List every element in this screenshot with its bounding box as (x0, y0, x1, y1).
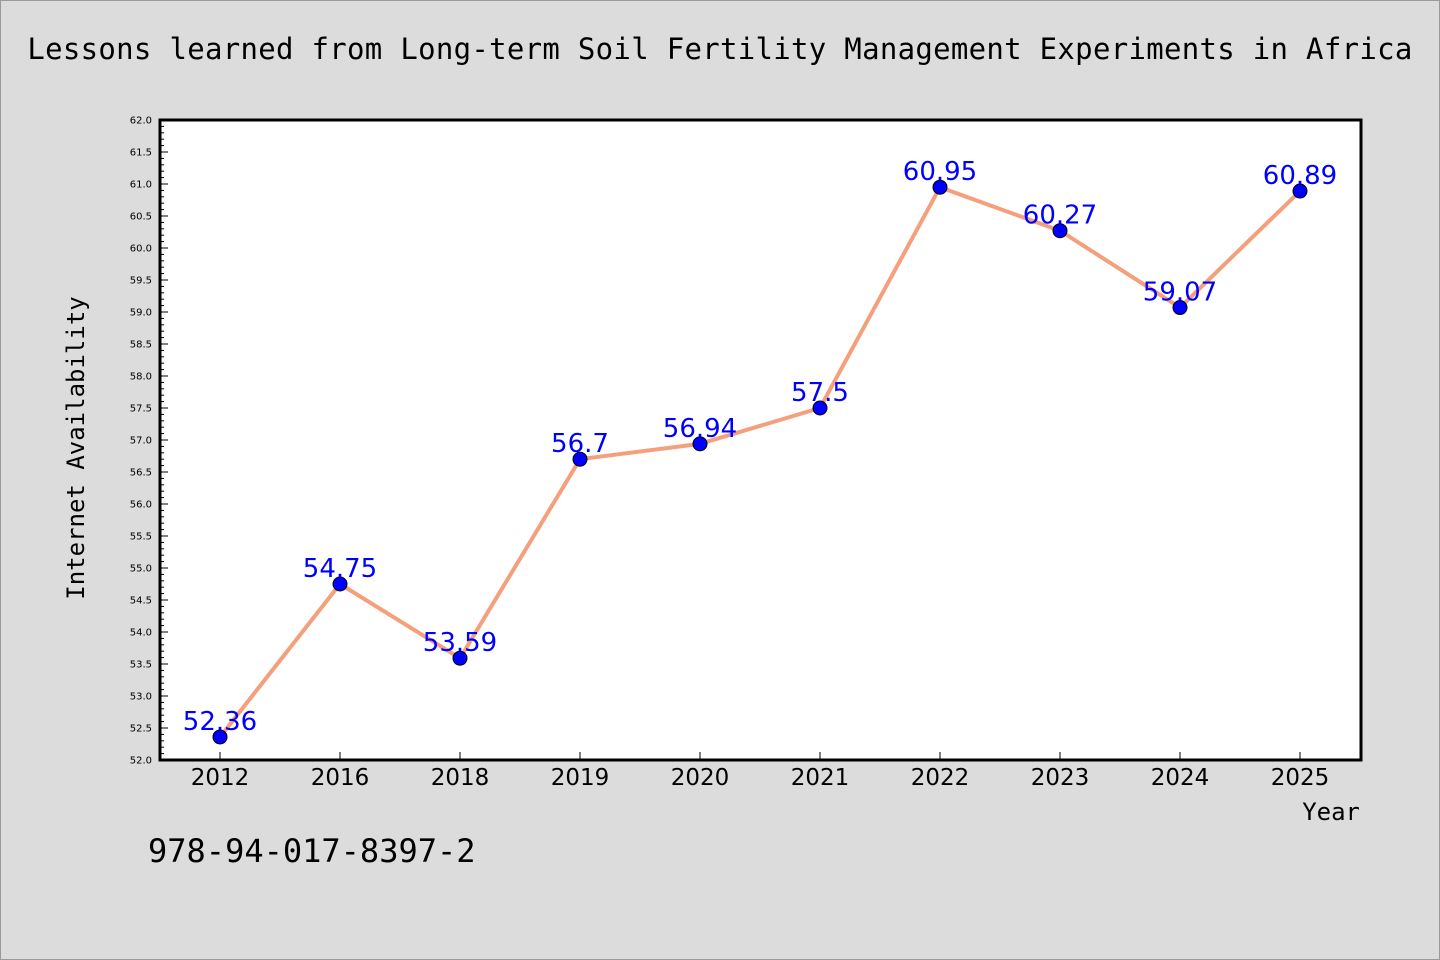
y-tick-label: 54.5 (130, 596, 152, 607)
x-tick-label: 2016 (311, 765, 370, 791)
y-tick-label: 58.0 (130, 372, 152, 383)
y-tick-label: 52.0 (130, 756, 152, 767)
y-tick-label: 62.0 (130, 116, 152, 127)
data-label: 60.95 (903, 157, 977, 187)
data-label: 60.89 (1263, 161, 1337, 191)
x-tick-label: 2012 (191, 765, 250, 791)
plot-area (160, 120, 1361, 760)
y-tick-label: 56.0 (130, 500, 152, 511)
y-tick-label: 59.5 (130, 276, 152, 287)
y-tick-label: 60.5 (130, 212, 152, 223)
data-label: 57.5 (791, 378, 849, 408)
x-tick-label: 2025 (1271, 765, 1330, 791)
x-tick-label: 2021 (791, 765, 850, 791)
series-line (218, 185, 1302, 739)
data-point (1172, 300, 1188, 316)
data-point (1292, 183, 1308, 199)
data-point (212, 729, 228, 745)
x-tick-label: 2023 (1031, 765, 1090, 791)
data-label: 53.59 (423, 628, 497, 658)
y-tick-label: 61.5 (130, 148, 152, 159)
y-tick-label: 55.0 (130, 564, 152, 575)
x-tick-label: 2024 (1151, 765, 1210, 791)
y-tick-label: 58.5 (130, 340, 152, 351)
y-tick-label: 56.5 (130, 468, 152, 479)
data-label: 54.75 (303, 554, 377, 584)
y-tick-label: 54.0 (130, 628, 152, 639)
y-tick-label: 57.5 (130, 404, 152, 415)
x-tick-label: 2022 (911, 765, 970, 791)
x-axis-title: Year (1302, 798, 1360, 826)
y-tick-label: 59.0 (130, 308, 152, 319)
y-tick-label: 61.0 (130, 180, 152, 191)
data-point (932, 179, 948, 195)
y-axis-title: Internet Availability (62, 296, 90, 599)
data-point (812, 400, 828, 416)
y-tick-label: 57.0 (130, 436, 152, 447)
data-label: 52.36 (183, 707, 257, 737)
data-point (692, 436, 708, 452)
data-point (572, 451, 588, 467)
data-label: 56.7 (551, 429, 609, 459)
y-tick-label: 52.5 (130, 724, 152, 735)
series-layer: 52.36 54.75 53.59 56.7 56.94 57.5 60.95 60.27 59… (183, 157, 1337, 745)
y-tick-label: 53.0 (130, 692, 152, 703)
data-label: 60.27 (1023, 201, 1097, 231)
data-label: 59.07 (1143, 278, 1217, 308)
data-point (332, 576, 348, 592)
data-point (1052, 223, 1068, 239)
x-axis-ticks: 2012 2016 2018 2019 2020 2021 2022 2023 2024 2025 (191, 752, 1330, 791)
data-label: 56.94 (663, 414, 737, 444)
x-tick-label: 2018 (431, 765, 490, 791)
isbn-text: 978-94-017-8397-2 (148, 832, 476, 870)
data-point (452, 650, 468, 666)
y-tick-label: 60.0 (130, 244, 152, 255)
plot-border (158, 118, 1363, 762)
y-axis-ticks: 52.0 52.5 53.0 53.5 54.0 54.5 55.0 55.5 56.0 56.5… (130, 116, 168, 767)
x-tick-label: 2019 (551, 765, 610, 791)
chart-title: Lessons learned from Long-term Soil Fert… (27, 32, 1413, 66)
y-tick-label: 55.5 (130, 532, 152, 543)
x-tick-label: 2020 (671, 765, 730, 791)
y-tick-label: 53.5 (130, 660, 152, 671)
